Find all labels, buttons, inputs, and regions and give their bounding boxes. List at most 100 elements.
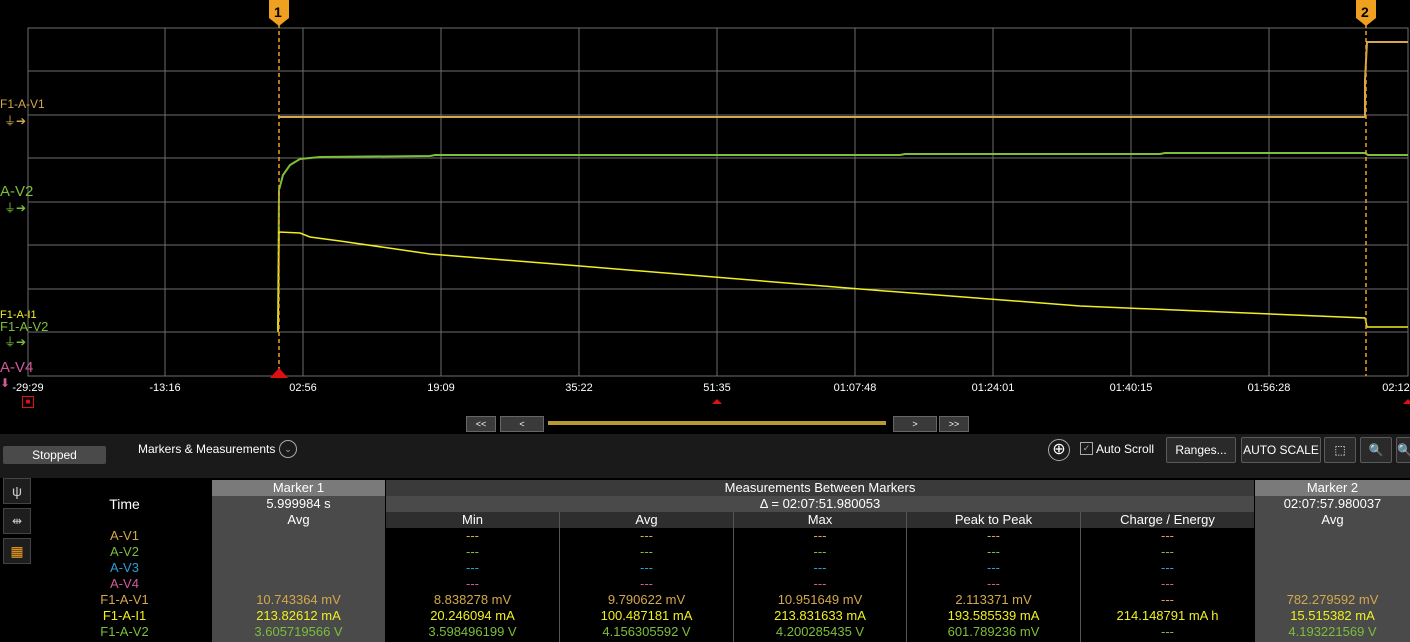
row-avg: ---: [640, 544, 653, 559]
marker-2-label[interactable]: 2: [1361, 4, 1369, 20]
table-row: F1-A-V2 3.605719566 V 3.598496199 V 4.15…: [37, 624, 1410, 640]
table-row: F1-A-V1 10.743364 mV 8.838278 mV 9.79062…: [37, 592, 1410, 608]
row-name: A-V3: [110, 560, 139, 575]
row-min: 20.246094 mA: [430, 608, 515, 623]
marker1-stat: Avg: [287, 512, 310, 527]
x-tick: 02:56: [289, 382, 317, 394]
between-title-bg: [386, 480, 1254, 496]
col-peak-to-peak: Peak to Peak: [954, 512, 1033, 527]
col-max: Max: [807, 512, 833, 527]
row-avg: ---: [640, 528, 653, 543]
row-charge: ---: [1161, 592, 1174, 607]
auto-scroll-label[interactable]: Auto Scroll: [1096, 442, 1155, 456]
table-row: A-V2 --- --- --- --- ---: [37, 544, 1410, 560]
zoom-in-icon[interactable]: 🔍: [1360, 437, 1392, 463]
row-avg: 100.487181 mA: [600, 608, 693, 623]
nav-next-button[interactable]: >: [893, 416, 937, 432]
plot-grid: [27, 27, 1409, 377]
row-charge: ---: [1161, 624, 1174, 639]
row-p2p: ---: [987, 576, 1000, 591]
col-avg: Avg: [635, 512, 658, 527]
row-max: ---: [813, 544, 827, 559]
ground-icon-f1-a-v1: ⏚➔: [4, 114, 27, 128]
row-charge: 214.148791 mA h: [1116, 608, 1219, 623]
chevron-down-icon[interactable]: ⌄: [279, 440, 297, 458]
row-avg: ---: [640, 576, 653, 591]
row-marker1: 10.743364 mV: [256, 592, 341, 607]
marker-1-label[interactable]: 1: [274, 4, 282, 20]
marker1-title: Marker 1: [272, 480, 325, 495]
trace-label-a-v4[interactable]: A-V4: [0, 359, 34, 376]
a-v4-arrow-icon: ⬇: [0, 376, 11, 390]
nav-first-button[interactable]: <<: [466, 416, 496, 432]
ranges-button[interactable]: Ranges...: [1166, 437, 1236, 463]
column-divider: [906, 512, 907, 642]
row-max: ---: [813, 576, 827, 591]
column-divider: [733, 512, 734, 642]
trigger-marker-icon: [270, 368, 288, 378]
row-p2p: ---: [987, 544, 1000, 559]
trace-label-a-v2[interactable]: A-V2: [0, 183, 34, 200]
marker2-title: Marker 2: [1306, 480, 1359, 495]
row-name: A-V1: [110, 528, 139, 543]
row-name: A-V2: [110, 544, 139, 559]
row-avg: 9.790622 mV: [607, 592, 686, 607]
trace-label-f1-a-i1[interactable]: F1-A-I1: [0, 309, 37, 321]
col-min: Min: [462, 512, 483, 527]
marker1-header-bg: [212, 480, 385, 496]
probe-tool-icon[interactable]: ψ: [3, 478, 31, 504]
marker2-column-bg: [1255, 480, 1410, 642]
row-p2p: 2.113371 mV: [955, 592, 1032, 607]
scope-display[interactable]: 1 2 F1-A-V1 ⏚➔ A-V2 ⏚➔ F1-A-I1 F1-A-V2 ⏚…: [0, 0, 1410, 410]
time-scrollbar[interactable]: [546, 415, 886, 431]
zoom-region-icon[interactable]: ⬚: [1324, 437, 1356, 463]
zoom-out-icon[interactable]: 🔍: [1396, 437, 1410, 463]
grid-tool-icon[interactable]: ▦: [3, 538, 31, 564]
row-name: F1-A-I1: [102, 608, 147, 623]
measurements-table: Time Marker 1 5.999984 s Avg Measurement…: [37, 480, 1410, 642]
auto-scroll-checkbox[interactable]: ✓: [1080, 442, 1093, 455]
markers-measurements-menu[interactable]: Markers & Measurements: [138, 442, 276, 456]
waveform-plot[interactable]: [0, 0, 1410, 410]
x-tick: 01:40:15: [1109, 382, 1153, 394]
trace-label-f1-a-v2[interactable]: F1-A-V2: [0, 319, 49, 334]
table-row: A-V4 --- --- --- --- ---: [37, 576, 1410, 592]
row-min: ---: [466, 560, 479, 575]
between-title: Measurements Between Markers: [724, 480, 916, 495]
row-max: 10.951649 mV: [777, 592, 863, 607]
row-p2p: ---: [987, 560, 1000, 575]
x-tick: -29:29: [12, 382, 44, 394]
row-min: 8.838278 mV: [433, 592, 512, 607]
marker2-header-bg: [1255, 480, 1410, 496]
x-tick: 51:35: [703, 382, 731, 394]
row-p2p: 193.585539 mA: [947, 608, 1040, 623]
row-marker1: 213.82612 mA: [256, 608, 341, 623]
scrollbar-thumb[interactable]: [548, 421, 886, 425]
nav-prev-button[interactable]: <: [500, 416, 544, 432]
table-row: F1-A-I1 213.82612 mA 20.246094 mA 100.48…: [37, 608, 1410, 624]
marker-2-flag: [1356, 0, 1376, 26]
row-name: A-V4: [110, 576, 139, 591]
between-delta-bg: [386, 496, 1254, 512]
ground-icon-a-v2: ⏚➔: [4, 201, 27, 215]
auto-scale-button[interactable]: AUTO SCALE: [1241, 437, 1321, 463]
marker2-time: 02:07:57.980037: [1283, 496, 1382, 511]
span-tool-icon[interactable]: ⇹: [3, 508, 31, 534]
row-min: ---: [466, 576, 479, 591]
row-p2p: 601.789236 mV: [947, 624, 1040, 639]
row-max: ---: [813, 528, 827, 543]
crosshair-icon[interactable]: ⊕: [1048, 439, 1070, 461]
row-name: F1-A-V2: [100, 624, 149, 639]
x-tick: 01:56:28: [1247, 382, 1291, 394]
row-marker1: 3.605719566 V: [254, 624, 343, 639]
left-marker-icon[interactable]: ■: [22, 396, 34, 408]
x-tick: -13:16: [149, 382, 181, 394]
row-charge: ---: [1161, 544, 1174, 559]
row-charge: ---: [1161, 560, 1174, 575]
marker1-time: 5.999984 s: [266, 496, 331, 511]
x-tick: 01:24:01: [971, 382, 1015, 394]
row-avg: 4.156305592 V: [602, 624, 691, 639]
trace-label-f1-a-v1[interactable]: F1-A-V1: [0, 97, 45, 111]
nav-last-button[interactable]: >>: [939, 416, 969, 432]
col-charge-energy: Charge / Energy: [1120, 512, 1215, 527]
